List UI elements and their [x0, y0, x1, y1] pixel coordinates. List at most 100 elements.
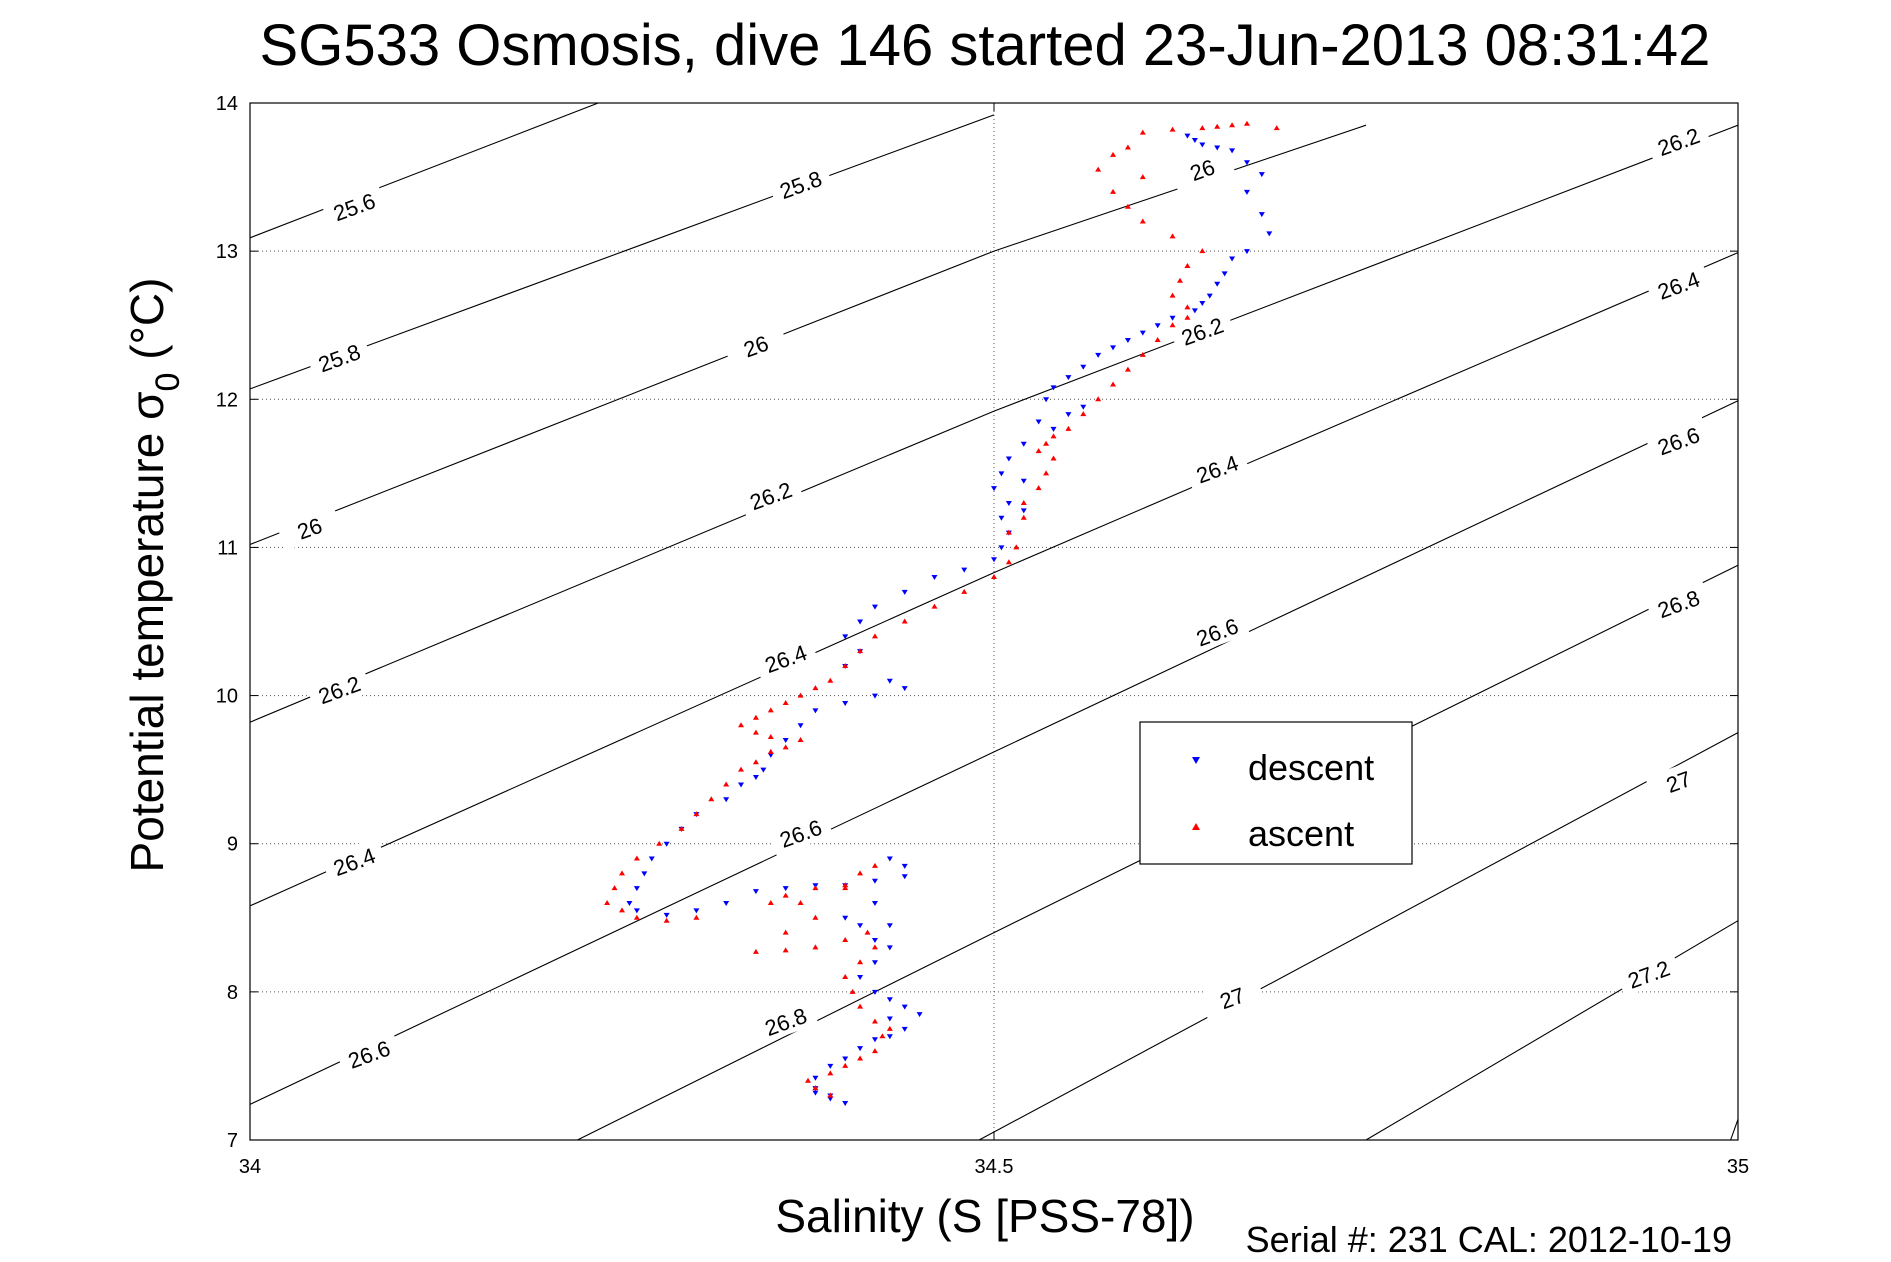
descent-point [723, 900, 730, 906]
ascent-point [849, 988, 856, 994]
descent-point [871, 604, 878, 610]
ascent-point [812, 914, 819, 920]
ascent-point [782, 892, 789, 898]
descent-point [827, 1063, 834, 1069]
x-tick-label: 34 [239, 1156, 261, 1178]
contour-label-background [335, 1029, 402, 1077]
descent-point [886, 945, 893, 951]
descent-point [916, 1012, 923, 1018]
descent-point [812, 1090, 819, 1096]
ascent-point [738, 722, 745, 728]
x-axis-label: Salinity (S [PSS-78]) [775, 1190, 1194, 1242]
descent-point [1221, 271, 1228, 277]
ascent-point [931, 603, 938, 609]
descent-point [1050, 385, 1057, 391]
descent-point [1020, 441, 1027, 447]
descent-point [738, 782, 745, 788]
descent-point [752, 775, 759, 781]
ascent-point [1273, 125, 1280, 131]
contour-label-background [1645, 757, 1712, 804]
ascent-point [857, 1055, 864, 1061]
contour-label-background [1168, 145, 1235, 193]
descent-point [1005, 500, 1012, 506]
descent-point [626, 900, 633, 906]
grid-lines [250, 103, 1738, 1140]
ascent-point [1139, 351, 1146, 357]
descent-point [842, 1100, 849, 1106]
contour-label-background [276, 503, 343, 551]
descent-point [991, 557, 997, 563]
y-tick-label: 11 [217, 537, 238, 559]
descent-point [760, 767, 767, 773]
legend-descent-label: descent [1248, 747, 1374, 788]
ascent-point [857, 1003, 864, 1009]
descent-point [1020, 478, 1027, 484]
ascent-point [1177, 277, 1183, 283]
descent-point [1214, 145, 1221, 151]
ascent-point [812, 885, 819, 891]
contour-label-background [320, 837, 387, 884]
axis-ticks: 34 34.5 35 7 8 9 10 11 12 13 14 [216, 93, 1749, 1178]
ascent-point [961, 588, 968, 594]
y-tick-label: 14 [216, 93, 238, 115]
descent-point [827, 1096, 834, 1102]
descent-point [633, 886, 640, 892]
ascent-point [1199, 125, 1206, 131]
ascent-point [782, 947, 789, 953]
descent-point [1214, 281, 1221, 287]
descent-point [842, 915, 849, 921]
ascent-point [901, 618, 908, 624]
ascent-point [782, 744, 789, 750]
ascent-point [805, 1077, 811, 1083]
descent-point [857, 975, 864, 981]
descent-point [663, 912, 670, 918]
descent-point [998, 515, 1005, 521]
ascent-point [1050, 433, 1057, 439]
descent-point [1199, 142, 1206, 148]
ascent-point [827, 1092, 834, 1098]
ascent-point [842, 974, 849, 980]
ascent-point [782, 699, 789, 705]
contour-label-background [1168, 306, 1235, 354]
y-tick-label: 7 [227, 1130, 238, 1152]
descent-point [871, 938, 878, 944]
ascent-point [1035, 485, 1042, 491]
descent-point [1065, 375, 1072, 381]
ascent-point [879, 1033, 886, 1039]
contour-label-background [305, 665, 372, 713]
descent-point [797, 723, 804, 729]
ascent-point [797, 692, 804, 698]
ascent-point [633, 855, 640, 861]
y-axis-label-unit: (°C) [121, 278, 173, 373]
descent-point [648, 856, 655, 862]
descent-point [1035, 419, 1042, 425]
ascent-point [1169, 292, 1176, 298]
ascent-point [611, 885, 618, 891]
ascent-point [752, 759, 759, 765]
descent-point [901, 874, 908, 880]
contour-label-background [767, 160, 834, 207]
descent-point [693, 908, 700, 914]
ascent-point [1043, 440, 1050, 446]
ascent-point [1020, 499, 1027, 505]
descent-point [842, 700, 849, 706]
ascent-point [604, 899, 611, 905]
descent-point [1005, 456, 1012, 462]
descent-point [752, 889, 759, 895]
descent-point [1080, 364, 1087, 370]
y-tick-label: 8 [227, 982, 238, 1004]
y-tick-label: 9 [227, 834, 238, 856]
descent-point [1154, 323, 1161, 329]
descent-point [1191, 308, 1198, 314]
ascent-point [864, 929, 871, 935]
ascent-point [1214, 123, 1221, 129]
ascent-point [1229, 122, 1236, 128]
descent-point [782, 886, 789, 892]
ascent-point [752, 729, 759, 735]
ascent-point [633, 914, 640, 920]
descent-point [1243, 189, 1250, 195]
contour-label-background [1183, 444, 1250, 492]
ascent-point [708, 796, 715, 802]
descent-point [931, 575, 938, 581]
ascent-point [991, 574, 997, 580]
